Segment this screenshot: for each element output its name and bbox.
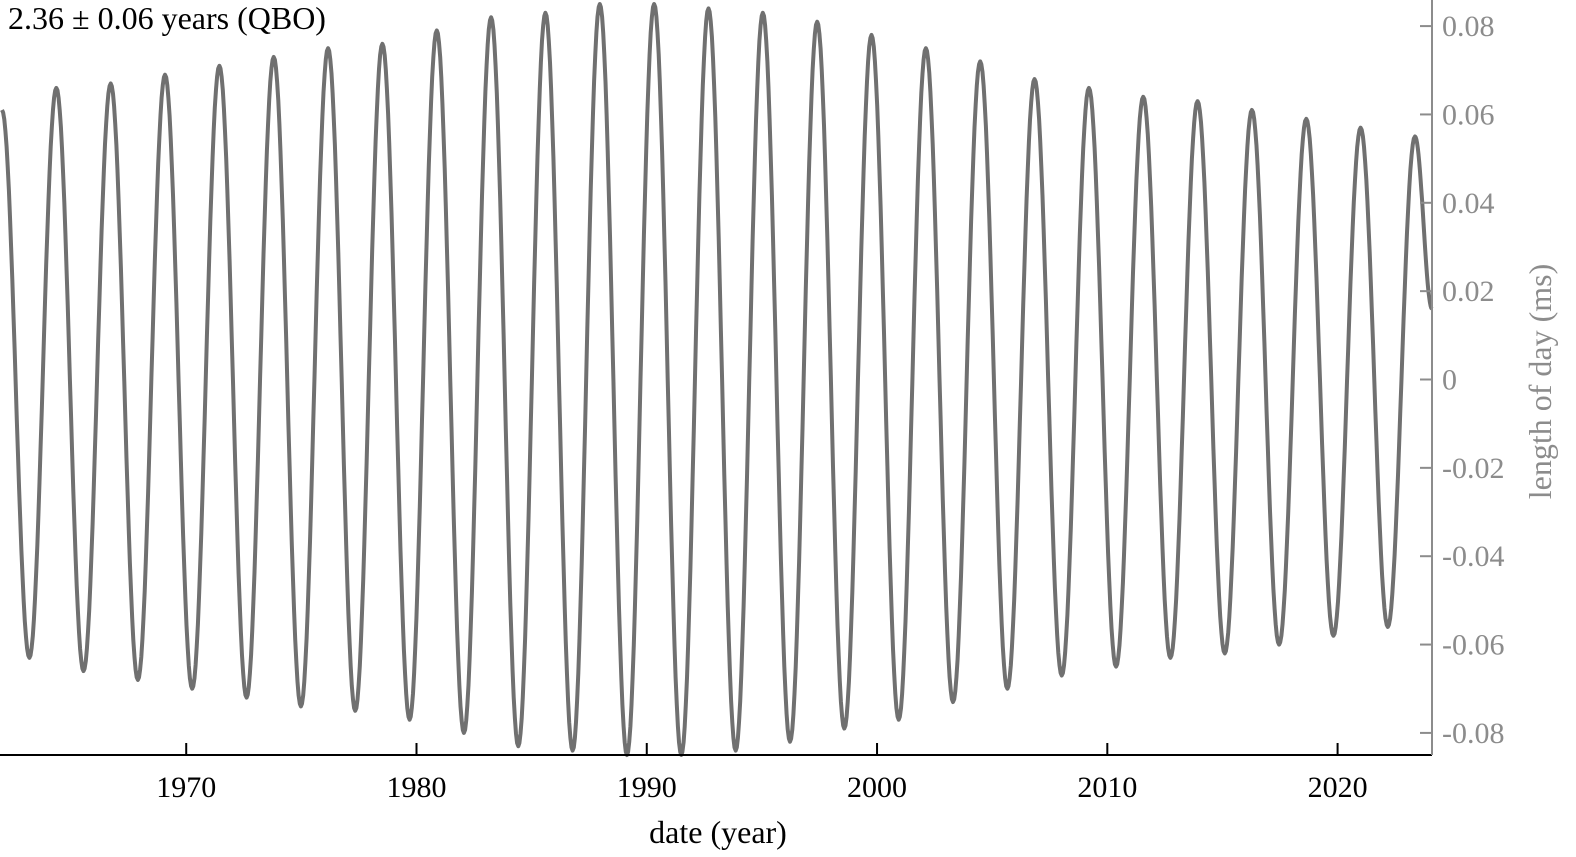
y-tick-label: -0.08 [1442,717,1505,750]
x-tick-label: 1980 [386,771,446,804]
x-ticks: 1970 1980 1990 2000 2010 2020 [156,743,1368,804]
y-tick-label: 0.02 [1442,275,1495,308]
y-tick-label: -0.04 [1442,540,1505,573]
x-tick-label: 2010 [1077,771,1137,804]
x-tick-label: 1990 [617,771,677,804]
x-tick-label: 2000 [847,771,907,804]
y-tick-label: 0.08 [1442,10,1495,43]
y-tick-label: -0.02 [1442,452,1505,485]
x-tick-label: 1970 [156,771,216,804]
x-tick-label: 2020 [1308,771,1368,804]
y-tick-label: 0.06 [1442,98,1495,131]
y-tick-label: 0.04 [1442,187,1495,220]
x-axis-title: date (year) [649,814,787,850]
y-tick-label: 0 [1442,364,1457,397]
y-axis-title: length of day (ms) [1522,264,1558,500]
y-ticks: 0.08 0.06 0.04 0.02 0 -0.02 -0.04 -0.06 -0.08 [1420,10,1505,750]
series-line [0,2,1434,757]
y-tick-label: -0.06 [1442,629,1505,662]
chart-annotation: 2.36 ± 0.06 years (QBO) [8,0,326,36]
